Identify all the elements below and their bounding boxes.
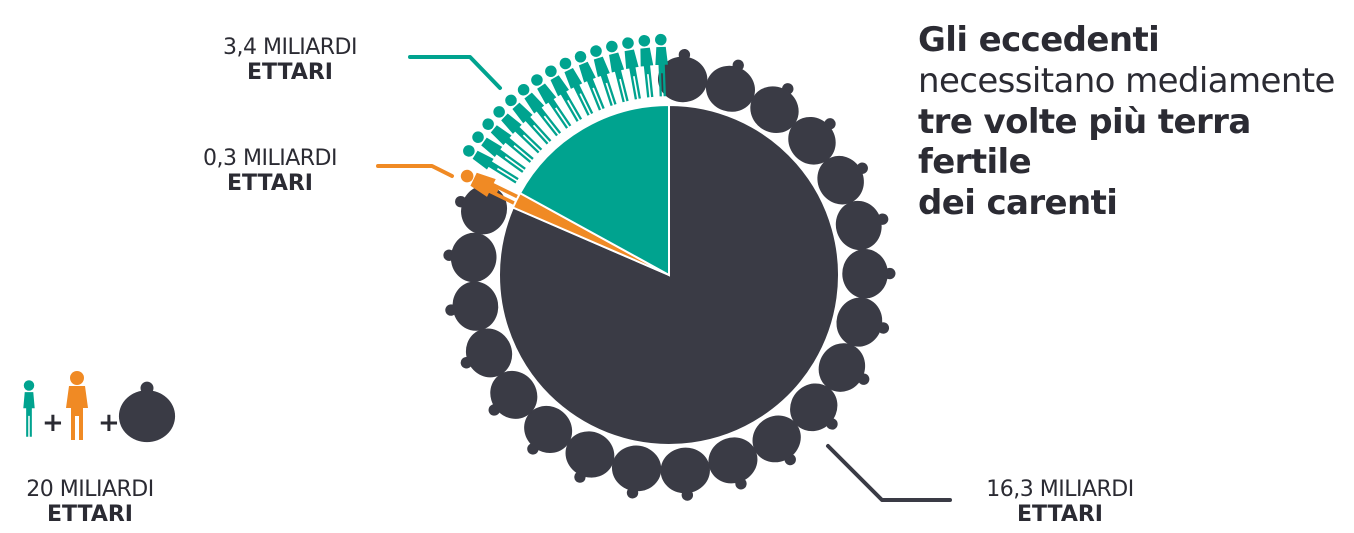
label-eccedenti-unit: ETTARI bbox=[1017, 501, 1103, 527]
pie-slice-carenti bbox=[518, 103, 670, 277]
label-eccedenti-value: 16,3 MILIARDI bbox=[986, 477, 1134, 502]
label-carenti-unit: ETTARI bbox=[247, 59, 333, 85]
plus-sign: + bbox=[42, 408, 64, 438]
label-total-value: 20 MILIARDI bbox=[26, 477, 154, 502]
label-total: 20 MILIARDI ETTARI bbox=[0, 477, 180, 527]
headline-line-3: tre volte più terra fertile bbox=[918, 101, 1251, 183]
label-eccedenti: 16,3 MILIARDI ETTARI bbox=[960, 477, 1160, 527]
leader-line-eccedenti bbox=[826, 444, 952, 502]
label-carenti-value: 3,4 MILIARDI bbox=[223, 35, 357, 60]
label-normali-value: 0,3 MILIARDI bbox=[203, 146, 337, 171]
label-carenti: 3,4 MILIARDI ETTARI bbox=[190, 35, 390, 85]
fat-person-icon bbox=[658, 445, 713, 503]
legend-thin-person-icon bbox=[23, 380, 35, 437]
fat-person-icon bbox=[441, 278, 502, 336]
leader-line-normali bbox=[376, 164, 454, 178]
headline-line-4: dei carenti bbox=[918, 183, 1118, 224]
label-normali: 0,3 MILIARDI ETTARI bbox=[170, 146, 370, 196]
headline-line-1: Gli eccedenti bbox=[918, 20, 1160, 60]
fat-person-icon bbox=[441, 230, 499, 285]
fat-person-icon bbox=[607, 441, 665, 503]
headline: Gli eccedenti necessitano mediamente tre… bbox=[918, 20, 1348, 224]
plus-sign: + bbox=[98, 408, 120, 438]
leader-line-carenti bbox=[408, 55, 502, 90]
label-total-unit: ETTARI bbox=[47, 501, 133, 527]
fat-person-icon bbox=[842, 248, 896, 299]
label-normali-unit: ETTARI bbox=[227, 170, 313, 196]
legend-medium-person-icon bbox=[66, 371, 88, 440]
headline-line-2: necessitano mediamente bbox=[918, 60, 1335, 101]
legend-fat-person-icon bbox=[118, 381, 176, 443]
thin-person-icon bbox=[637, 34, 657, 98]
